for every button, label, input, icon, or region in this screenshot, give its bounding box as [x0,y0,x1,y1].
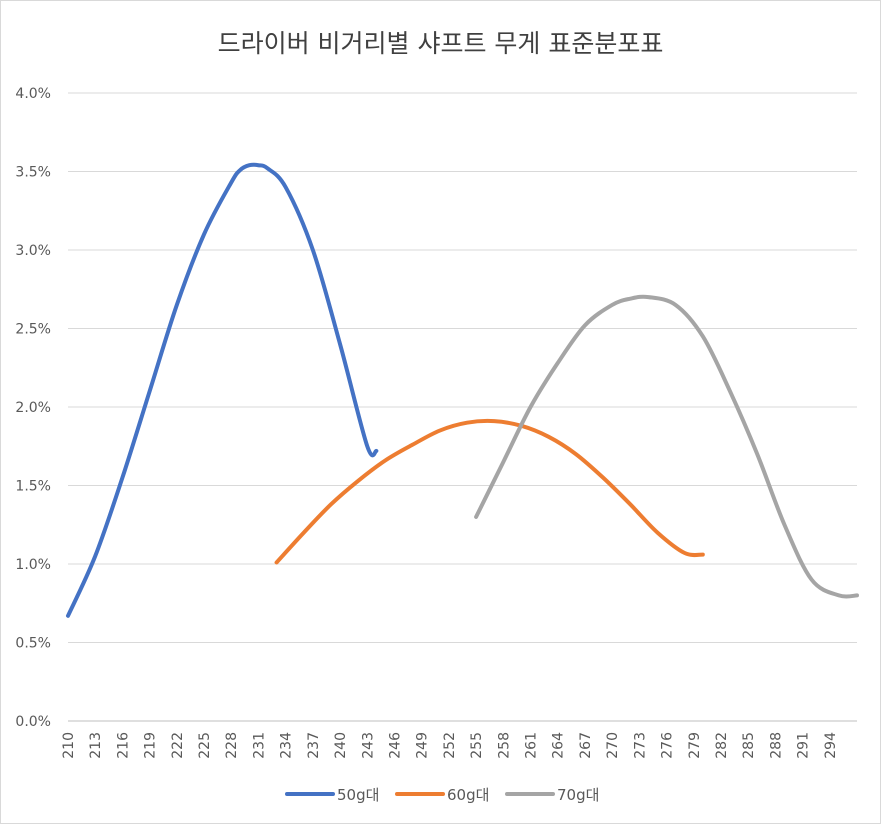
y-tick-label: 4.0% [15,86,51,102]
x-tick-label: 228 [224,732,240,759]
x-tick-label: 291 [796,732,812,759]
x-tick-label: 282 [714,732,730,759]
legend-label: 70g대 [557,786,599,804]
x-tick-label: 213 [88,732,104,759]
x-tick-label: 231 [251,732,267,759]
y-tick-label: 3.0% [15,243,51,259]
x-tick-label: 237 [306,732,322,759]
chart-title: 드라이버 비거리별 샤프트 무게 표준분포표 [217,29,664,58]
series-line-3 [474,294,859,599]
y-tick-label: 1.5% [15,479,51,495]
x-tick-label: 288 [768,732,784,759]
x-tick-label: 249 [415,732,431,759]
x-tick-label: 273 [632,732,648,759]
x-tick-label: 279 [687,732,703,759]
y-tick-label: 2.0% [15,400,51,416]
x-tick-label: 234 [279,732,295,759]
x-tick-label: 225 [197,732,213,759]
x-tick-label: 255 [469,732,485,759]
x-axis-tick-labels: 210 213 216 219 222 225 228 231 234 237 240 243 246 2… [61,732,839,759]
x-tick-label: 258 [496,732,512,759]
x-tick-label: 210 [61,732,77,759]
y-tick-label: 0.5% [15,636,51,652]
series-lines [66,162,859,618]
x-tick-label: 216 [115,732,131,759]
x-tick-label: 246 [387,732,403,759]
legend: 50g대 60g대 70g대 [285,786,599,804]
x-tick-label: 294 [823,732,839,759]
x-tick-label: 285 [741,732,757,759]
y-tick-label: 2.5% [15,322,51,338]
x-tick-label: 222 [170,732,186,759]
x-tick-label: 252 [442,732,458,759]
x-tick-label: 261 [524,732,540,759]
x-tick-label: 270 [605,732,621,759]
x-tick-label: 267 [578,732,594,759]
legend-label: 60g대 [447,786,489,804]
legend-label: 50g대 [337,786,379,804]
x-tick-label: 240 [333,732,349,759]
series-line-2 [274,418,705,565]
y-tick-label: 0.0% [15,714,51,730]
y-tick-label: 1.0% [15,557,51,573]
y-tick-label: 3.5% [15,165,51,181]
y-axis-tick-labels: 0.0% 0.5% 1.0% 1.5% 2.0% 2.5% 3.0% 3.5% 4.0% [15,86,51,730]
x-tick-label: 243 [360,732,376,759]
x-tick-label: 264 [551,732,567,759]
x-tick-label: 219 [143,732,159,759]
series-line-1 [66,162,379,618]
x-tick-label: 276 [660,732,676,759]
